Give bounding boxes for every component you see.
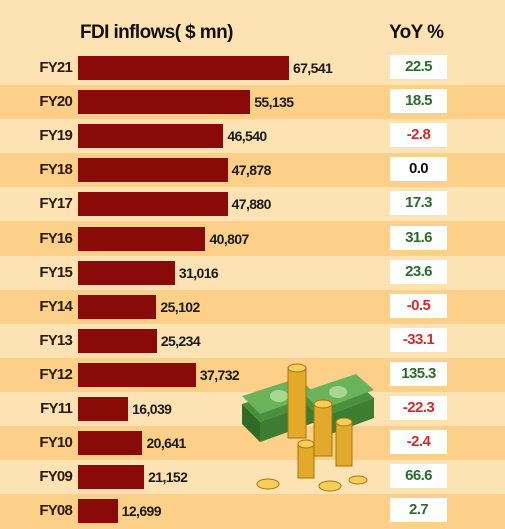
chart-row: FY18 47,878 0.0 <box>0 153 505 188</box>
chart-header <box>0 0 505 54</box>
fdi-bar <box>78 226 206 251</box>
category-label: FY10 <box>39 434 72 452</box>
yoy-value: -22.3 <box>390 396 447 420</box>
yoy-value: 31.6 <box>390 225 447 250</box>
fdi-bar <box>78 158 228 183</box>
yoy-value: -0.5 <box>390 293 447 318</box>
bar-value-label: 31,016 <box>178 264 219 281</box>
bar-value-label: 25,234 <box>160 332 201 349</box>
bar-value-label: 20,641 <box>146 435 186 452</box>
yoy-value: 22.5 <box>390 55 447 79</box>
yoy-value: -2.4 <box>390 430 447 455</box>
chart-row: FY17 47,880 17.3 <box>0 187 505 222</box>
chart-row: FY15 31,016 23.6 <box>0 255 505 290</box>
fdi-bar <box>78 362 196 387</box>
chart-row: FY16 40,807 31.6 <box>0 221 505 256</box>
money-stack-coins-icon <box>242 363 374 492</box>
category-label: FY20 <box>39 93 72 111</box>
category-label: FY13 <box>39 331 72 349</box>
yoy-value: 17.3 <box>390 191 447 216</box>
bar-value-label: 55,135 <box>254 94 294 111</box>
coin-tower-icon <box>256 363 368 492</box>
category-label: FY14 <box>39 297 72 315</box>
chart-row: FY12 37,732 135.3 <box>0 357 505 392</box>
chart-row: FY19 46,540 -2.8 <box>0 119 505 154</box>
yoy-value: -33.1 <box>390 327 447 352</box>
chart-row: FY20 55,135 18.5 <box>0 85 505 120</box>
fdi-bar <box>78 397 129 421</box>
category-label: FY09 <box>39 468 72 486</box>
yoy-value: -2.8 <box>390 123 447 148</box>
bar-value-label: 21,152 <box>148 469 188 486</box>
bar-value-label: 25,102 <box>160 298 200 315</box>
yoy-value: 23.6 <box>390 259 447 284</box>
category-label: FY12 <box>39 365 72 383</box>
category-label: FY17 <box>39 195 72 213</box>
yoy-value: 135.3 <box>390 361 447 386</box>
fdi-bar <box>78 328 157 353</box>
chart-row: FY13 25,234 -33.1 <box>0 323 505 358</box>
chart-row: FY21 67,541 22.5 <box>0 51 505 85</box>
bar-value-label: 12,699 <box>121 503 162 520</box>
yoy-value: 0.0 <box>390 157 447 182</box>
fdi-bar <box>78 499 118 524</box>
chart-row: FY08 12,699 2.7 <box>0 494 505 529</box>
category-label: FY16 <box>39 229 72 247</box>
fdi-bar <box>78 192 228 217</box>
fdi-bar <box>78 465 145 490</box>
yoy-value: 66.6 <box>390 464 447 489</box>
bar-value-label: 67,541 <box>293 60 333 76</box>
chart-title: FDI inflows( $ mn) <box>80 22 233 43</box>
category-label: FY21 <box>39 59 72 76</box>
yoy-value: 18.5 <box>390 89 447 114</box>
bar-value-label: 47,880 <box>231 196 272 213</box>
bar-value-label: 46,540 <box>227 128 267 145</box>
category-label: FY11 <box>40 400 73 417</box>
category-label: FY15 <box>39 263 72 281</box>
chart-row: FY14 25,102 -0.5 <box>0 289 505 324</box>
yoy-value: 2.7 <box>390 498 447 523</box>
yoy-column-title: YoY % <box>389 22 444 43</box>
fdi-bar <box>78 124 224 149</box>
bar-value-label: 16,039 <box>132 401 172 417</box>
fdi-bar <box>78 431 143 456</box>
category-label: FY08 <box>39 502 72 520</box>
fdi-bar <box>78 260 175 285</box>
fdi-bar <box>78 56 289 80</box>
bar-value-label: 37,732 <box>199 366 240 383</box>
category-label: FY19 <box>39 127 72 145</box>
fdi-bar <box>78 294 157 319</box>
category-label: FY18 <box>39 161 72 179</box>
chart-row: FY09 21,152 66.6 <box>0 460 505 495</box>
bar-value-label: 47,878 <box>231 162 272 179</box>
fdi-bar <box>78 90 251 115</box>
bar-value-label: 40,807 <box>209 230 249 247</box>
cash-stack-icon <box>242 374 374 442</box>
